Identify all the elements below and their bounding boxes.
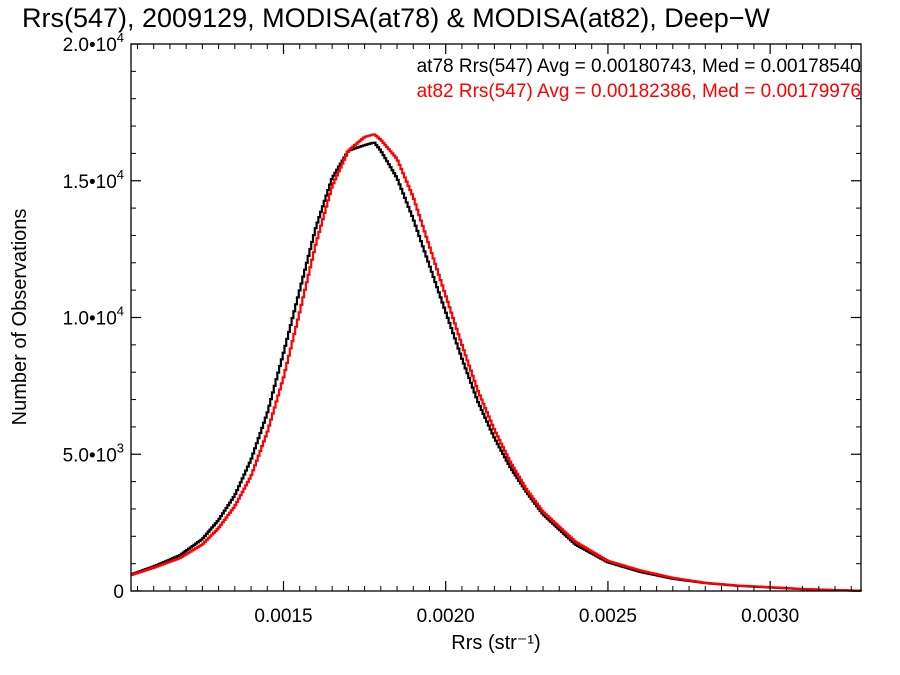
series-line-1 [131,133,862,592]
x-axis-label: Rrs (str⁻¹) [451,632,540,654]
y-tick-label-4: 2.0•104 [63,30,124,56]
annotation-at82: at82 Rrs(547) Avg = 0.00182386, Med = 0.… [417,81,861,102]
x-tick-label-1: 0.0020 [417,606,475,627]
y-tick-label-2: 1.0•104 [63,304,124,330]
chart-title: Rrs(547), 2009129, MODISA(at78) & MODISA… [22,3,771,33]
tick-layer: 0.0015 0.0020 0.0025 0.0030 0 5.0•103 1.0•104 1… [63,30,861,627]
y-tick-label-3: 1.5•104 [63,167,124,193]
y-tick-label-0: 0 [113,582,124,603]
x-tick-label-0: 0.0015 [254,606,312,627]
y-tick-label-1: 5.0•103 [63,440,124,466]
y-axis-label: Number of Observations [9,209,31,426]
x-tick-label-3: 0.0030 [741,606,799,627]
annotation-at78: at78 Rrs(547) Avg = 0.00180743, Med = 0.… [417,56,861,77]
series-layer [131,133,862,592]
x-tick-label-2: 0.0025 [579,606,637,627]
